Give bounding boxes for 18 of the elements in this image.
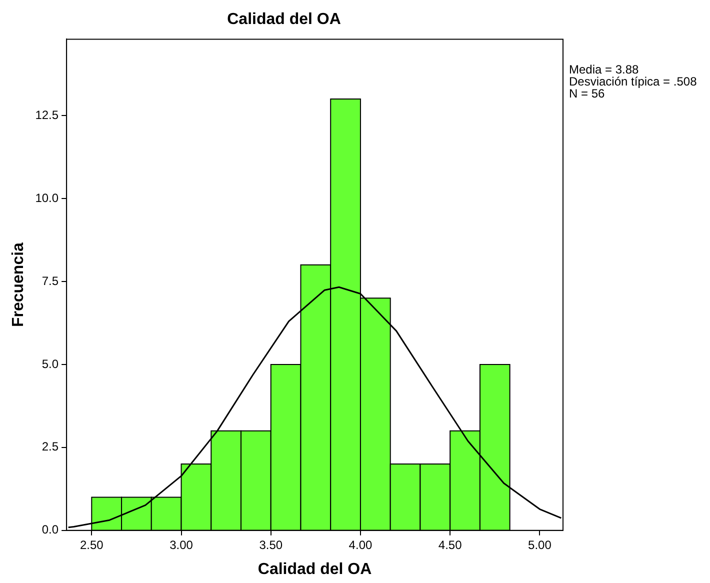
text: Desviación típica = .508 bbox=[569, 74, 698, 89]
text: N = 56 bbox=[569, 86, 606, 101]
x-tick-label: 3.00 bbox=[170, 538, 194, 552]
chart-title: Calidad del OA bbox=[227, 11, 342, 28]
x-axis-title: Calidad del OA bbox=[258, 560, 372, 578]
y-tick-label: 12.5 bbox=[35, 108, 59, 122]
x-tick-label: 5.00 bbox=[528, 538, 552, 552]
y-tick-label: 2.5 bbox=[42, 440, 59, 454]
y-axis-title: Frecuencia bbox=[10, 242, 28, 328]
y-tick-label: 5.0 bbox=[42, 356, 59, 371]
x-tick-label: 4.50 bbox=[438, 538, 462, 552]
y-tick-label: 0.0 bbox=[42, 522, 59, 537]
y-tick-label: 10.0 bbox=[35, 190, 59, 205]
x-tick-label: 3.50 bbox=[259, 538, 283, 552]
text: Media = 3.88 bbox=[569, 62, 640, 77]
x-tick-label: 2.50 bbox=[80, 538, 104, 552]
x-tick-label: 4.00 bbox=[348, 538, 372, 552]
y-tick-label: 7.5 bbox=[42, 274, 59, 288]
